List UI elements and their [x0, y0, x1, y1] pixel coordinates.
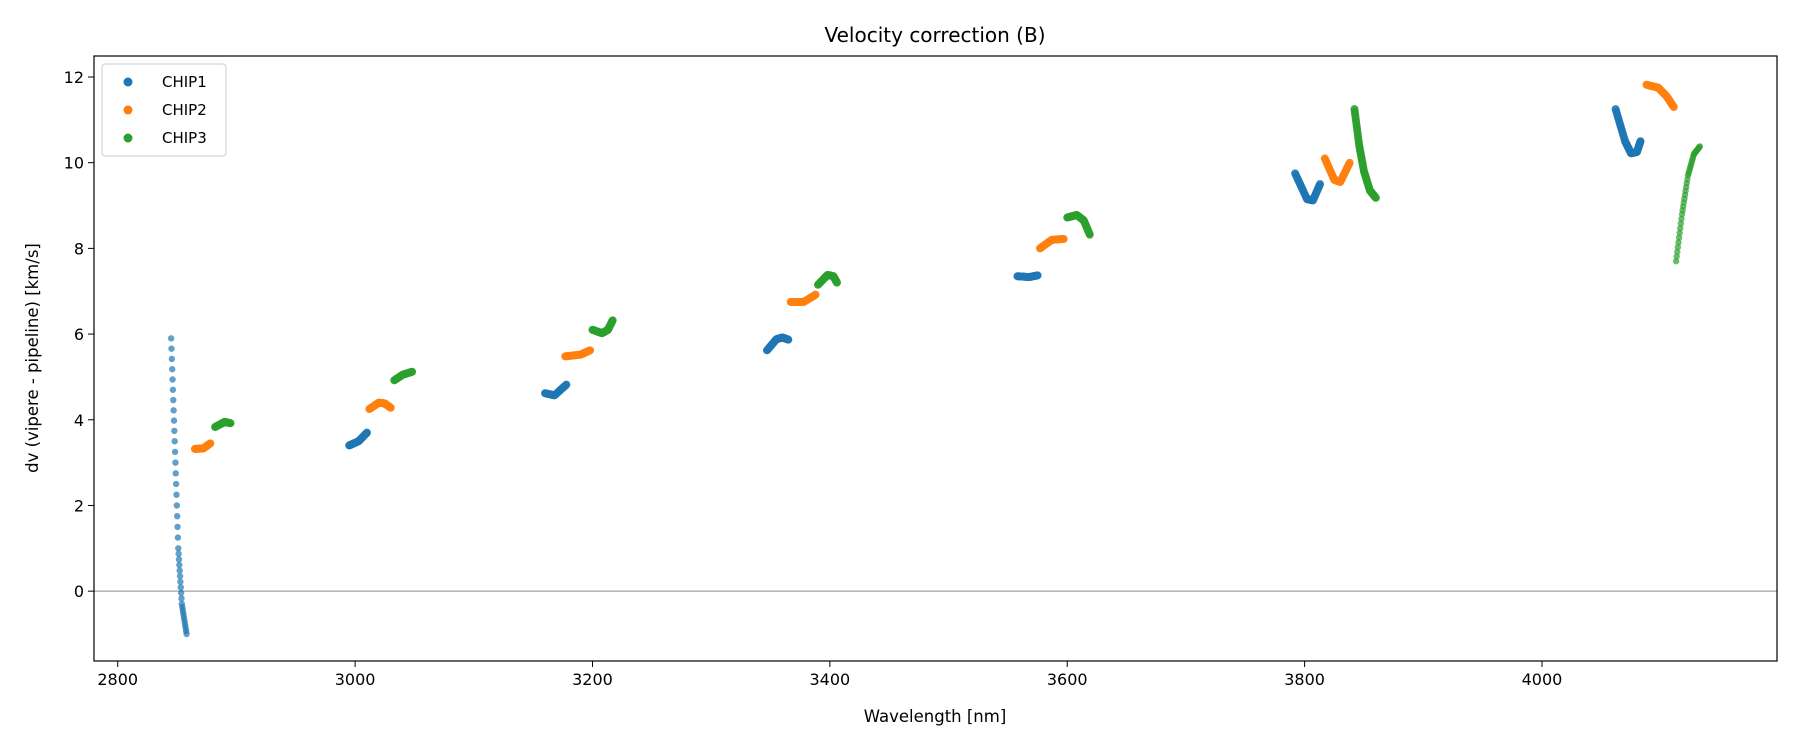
y-tick-label: 6: [74, 325, 84, 344]
data-point: [1678, 215, 1685, 223]
data-point: [178, 595, 185, 602]
data-point: [1033, 271, 1042, 280]
data-point: [175, 545, 182, 552]
legend-box: [101, 63, 227, 157]
data-point: [608, 316, 617, 325]
data-point: [206, 439, 215, 448]
data-point: [386, 403, 395, 412]
data-point: [183, 630, 190, 638]
data-point: [177, 589, 185, 597]
legend-marker: [123, 133, 133, 143]
data-point: [167, 335, 175, 342]
data-point: [176, 567, 183, 574]
data-point: [811, 290, 820, 299]
data-point: [171, 437, 178, 445]
data-point: [169, 366, 176, 373]
data-point: [175, 550, 182, 558]
data-point: [586, 346, 595, 355]
data-point: [1059, 234, 1068, 243]
legend-marker: [123, 105, 133, 115]
data-point: [169, 386, 177, 393]
data-point: [177, 584, 184, 591]
data-point: [168, 355, 176, 363]
data-point: [177, 578, 184, 585]
data-point: [1676, 229, 1683, 237]
data-point: [1677, 220, 1685, 227]
data-point: [562, 380, 571, 389]
series-chip2: [190, 80, 1678, 453]
y-tick-label: 4: [74, 411, 84, 430]
data-point: [1316, 180, 1325, 189]
y-axis-label: dv (vipere - pipeline) [km/s]: [23, 243, 42, 473]
x-tick-label: 3400: [810, 670, 851, 689]
legend-marker: [123, 77, 133, 87]
data-point: [1345, 158, 1354, 167]
legend-label: CHIP1: [162, 73, 207, 91]
data-point: [168, 345, 175, 352]
data-point: [175, 556, 183, 563]
x-tick-label: 3200: [572, 670, 613, 689]
data-point: [1675, 239, 1682, 246]
data-point: [1085, 230, 1094, 239]
data-point: [1677, 225, 1684, 232]
data-point: [170, 407, 177, 414]
series-chip3: [211, 105, 1704, 432]
data-point: [408, 367, 417, 376]
chart-title: Velocity correction (B): [825, 23, 1046, 47]
y-tick-label: 10: [64, 154, 84, 173]
data-point: [1673, 253, 1680, 260]
x-tick-label: 2800: [97, 670, 138, 689]
legend-label: CHIP2: [162, 101, 207, 119]
data-point: [173, 491, 180, 498]
y-tick-label: 2: [74, 496, 84, 515]
plot-frame: [93, 55, 1778, 662]
legend: CHIP1 CHIP2 CHIP3: [101, 63, 227, 157]
data-point: [176, 572, 184, 580]
data-point: [1672, 258, 1680, 265]
data-point: [172, 470, 179, 477]
data-point: [171, 448, 179, 456]
data-point: [832, 278, 841, 287]
data-point: [1636, 137, 1645, 146]
data-point: [226, 419, 235, 428]
data-point: [169, 376, 176, 383]
data-point: [1674, 243, 1682, 251]
data-point: [362, 428, 371, 437]
data-point: [174, 523, 181, 531]
data-point: [1669, 102, 1678, 111]
data-point: [172, 480, 180, 488]
data-point: [171, 427, 178, 435]
data-point: [1675, 234, 1683, 241]
y-tick-label: 8: [74, 239, 84, 258]
x-axis-label: Wavelength [nm]: [864, 707, 1007, 726]
x-tick-label: 3600: [1047, 670, 1088, 689]
data-point: [172, 459, 179, 466]
y-tick-label: 12: [64, 68, 84, 87]
data-point: [1696, 143, 1704, 150]
data-point: [176, 561, 183, 569]
x-tick-label: 4000: [1522, 670, 1563, 689]
x-tick-label: 3800: [1284, 670, 1325, 689]
data-point: [174, 512, 181, 520]
x-tick-label: 3000: [335, 670, 376, 689]
y-tick-label: 0: [74, 582, 84, 601]
data-point: [784, 335, 793, 344]
data-point: [174, 534, 182, 541]
series-chip1: [167, 105, 1645, 638]
data-point: [170, 417, 178, 424]
data-point: [1371, 193, 1380, 202]
data-point: [1674, 248, 1681, 256]
legend-label: CHIP3: [162, 129, 207, 147]
data-point: [173, 502, 181, 509]
data-point: [170, 396, 177, 404]
